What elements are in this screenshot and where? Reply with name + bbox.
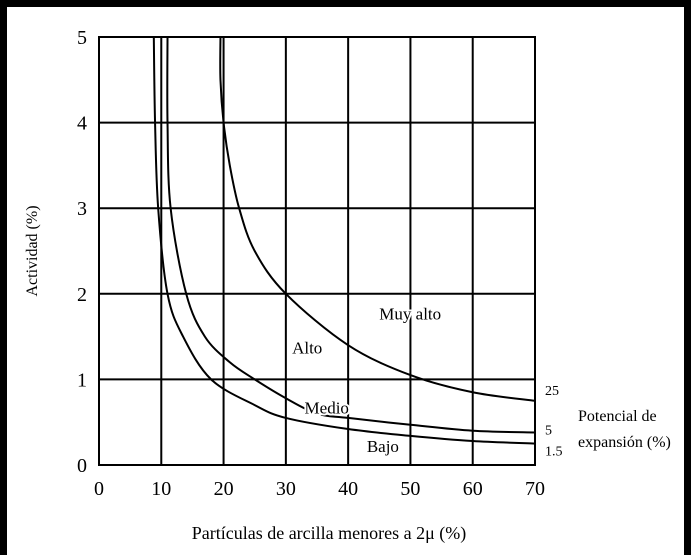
x-tick-label: 60 [463,478,483,500]
end-value-label: 5 [545,423,552,438]
curve-muy-alto [219,36,536,402]
curve-annotation: Bajo [367,437,399,456]
curve-annotation: Muy alto [379,304,441,323]
chart-frame: 0 10 20 30 40 50 60 70 0 1 2 3 4 5 1.5 5 25 Bajo Medio Alto… [7,7,684,555]
plot-border [98,36,536,466]
legend-title-line1: Potencial de [578,408,657,425]
y-tick-label: 0 [77,455,87,477]
expansion-potential-chart: 0 10 20 30 40 50 60 70 0 1 2 3 4 5 1.5 5 25 Bajo Medio Alto… [24,27,671,544]
curve-annotation: Alto [292,339,322,358]
y-axis-label: Actividad (%) [24,205,41,296]
y-tick-label: 2 [77,284,87,306]
x-tick-label: 10 [151,478,171,500]
x-tick-label: 20 [214,478,234,500]
legend-title-line2: expansión (%) [578,434,671,451]
end-value-label: 1.5 [545,445,563,460]
y-tick-label: 3 [77,198,87,220]
x-tick-label: 30 [276,478,296,500]
grid [99,37,535,465]
y-tick-label: 1 [77,369,87,391]
curve-bajo [152,36,536,445]
end-value-label: 25 [545,384,559,399]
x-tick-label: 40 [338,478,358,500]
curves [152,36,536,445]
curve-annotation: Medio [305,399,349,418]
y-tick-label: 5 [77,27,87,49]
y-tick-label: 4 [77,113,87,135]
x-tick-label: 0 [94,478,104,500]
curve-medio [166,36,536,434]
labels: 0 10 20 30 40 50 60 70 0 1 2 3 4 5 1.5 5 25 Bajo Medio Alto… [77,27,671,500]
x-axis-label: Partículas de arcilla menores a 2μ (%) [192,523,467,544]
x-tick-label: 50 [400,478,420,500]
x-tick-label: 70 [525,478,545,500]
